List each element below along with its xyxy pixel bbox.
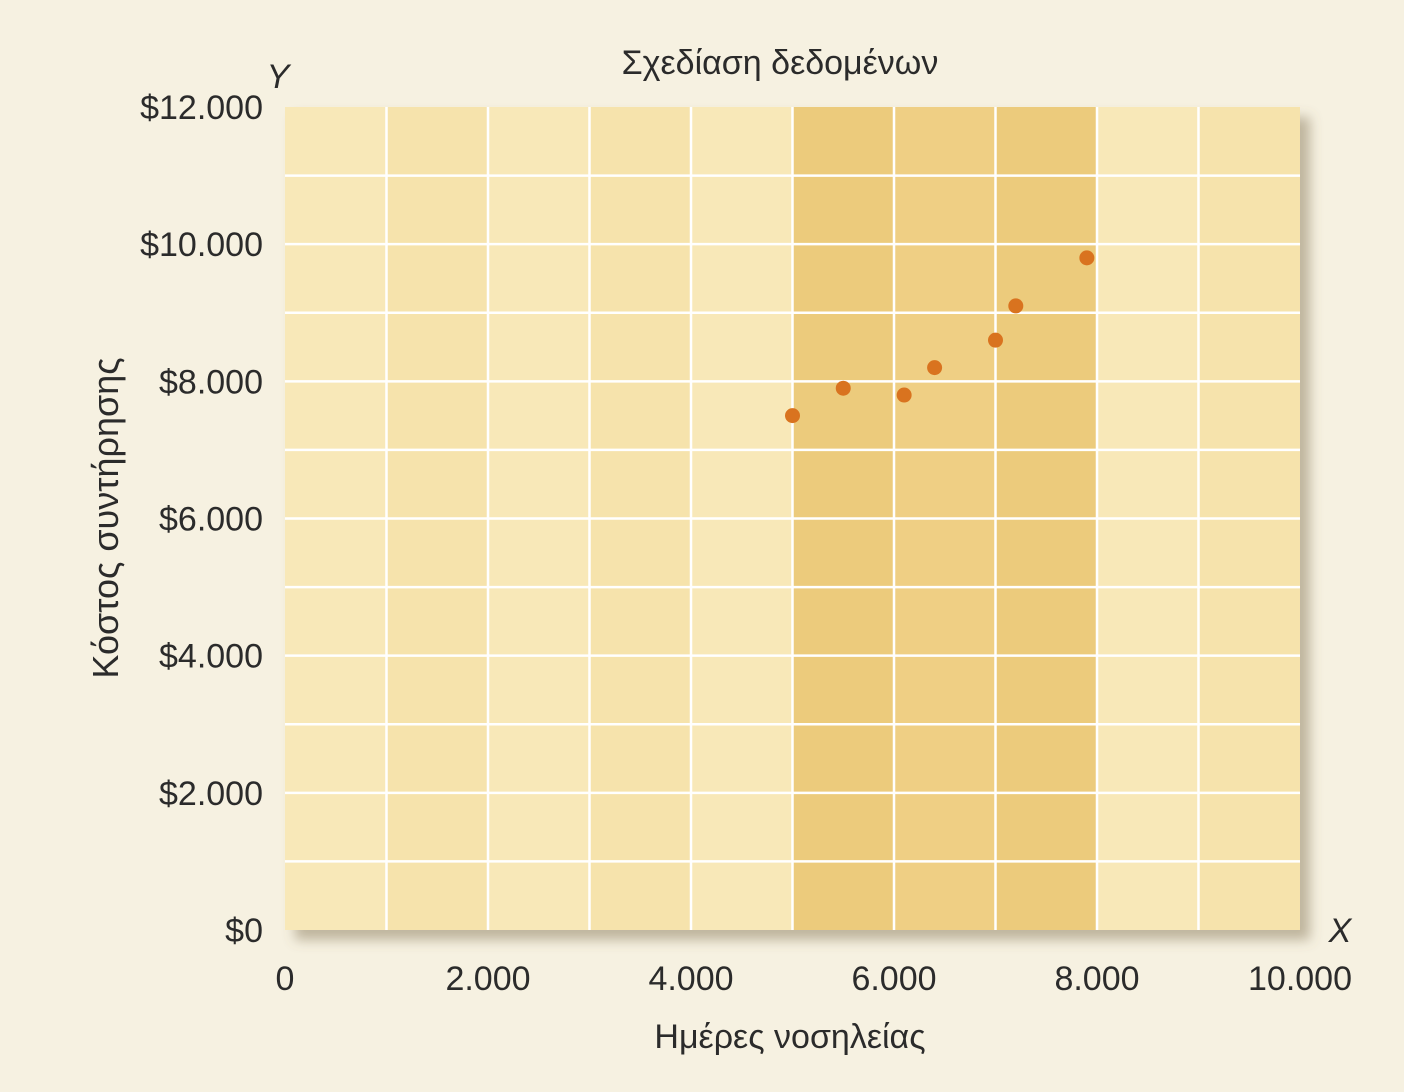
x-tick-label: 4.000: [648, 960, 733, 998]
x-tick-label: 0: [276, 960, 295, 998]
data-point: [896, 387, 912, 403]
y-tick-label: $6.000: [159, 501, 263, 539]
y-tick-label: $10.000: [140, 226, 263, 264]
grid-layer: [285, 107, 1300, 930]
x-tick-label: 10.000: [1248, 960, 1352, 998]
y-axis-label: Κόστος συντήρησης: [85, 357, 126, 678]
x-tick-labels: 0 2.000 4.000 6.000 8.000 10.000: [276, 960, 1352, 998]
data-point: [927, 360, 943, 376]
y-tick-label: $2.000: [159, 775, 263, 813]
y-tick-labels: $0 $2.000 $4.000 $6.000 $8.000 $10.000 $12.000: [140, 89, 263, 950]
y-axis-letter: Y: [267, 58, 292, 96]
data-point: [785, 408, 800, 424]
chart-title: Σχεδίαση δεδομένων: [622, 44, 939, 82]
x-axis-label: Ημέρες νοσηλείας: [654, 1018, 925, 1056]
x-axis-letter: X: [1328, 912, 1353, 950]
data-point: [835, 380, 851, 396]
data-point: [1079, 250, 1095, 266]
y-tick-label: $12.000: [140, 89, 263, 127]
data-point: [988, 332, 1003, 348]
point-layer: [785, 250, 1095, 424]
data-point: [1008, 298, 1024, 314]
y-tick-label: $0: [225, 912, 263, 950]
x-tick-label: 6.000: [851, 960, 936, 998]
x-tick-label: 2.000: [445, 960, 530, 998]
y-tick-label: $8.000: [159, 363, 263, 401]
y-tick-label: $4.000: [159, 638, 263, 676]
x-tick-label: 8.000: [1054, 960, 1139, 998]
